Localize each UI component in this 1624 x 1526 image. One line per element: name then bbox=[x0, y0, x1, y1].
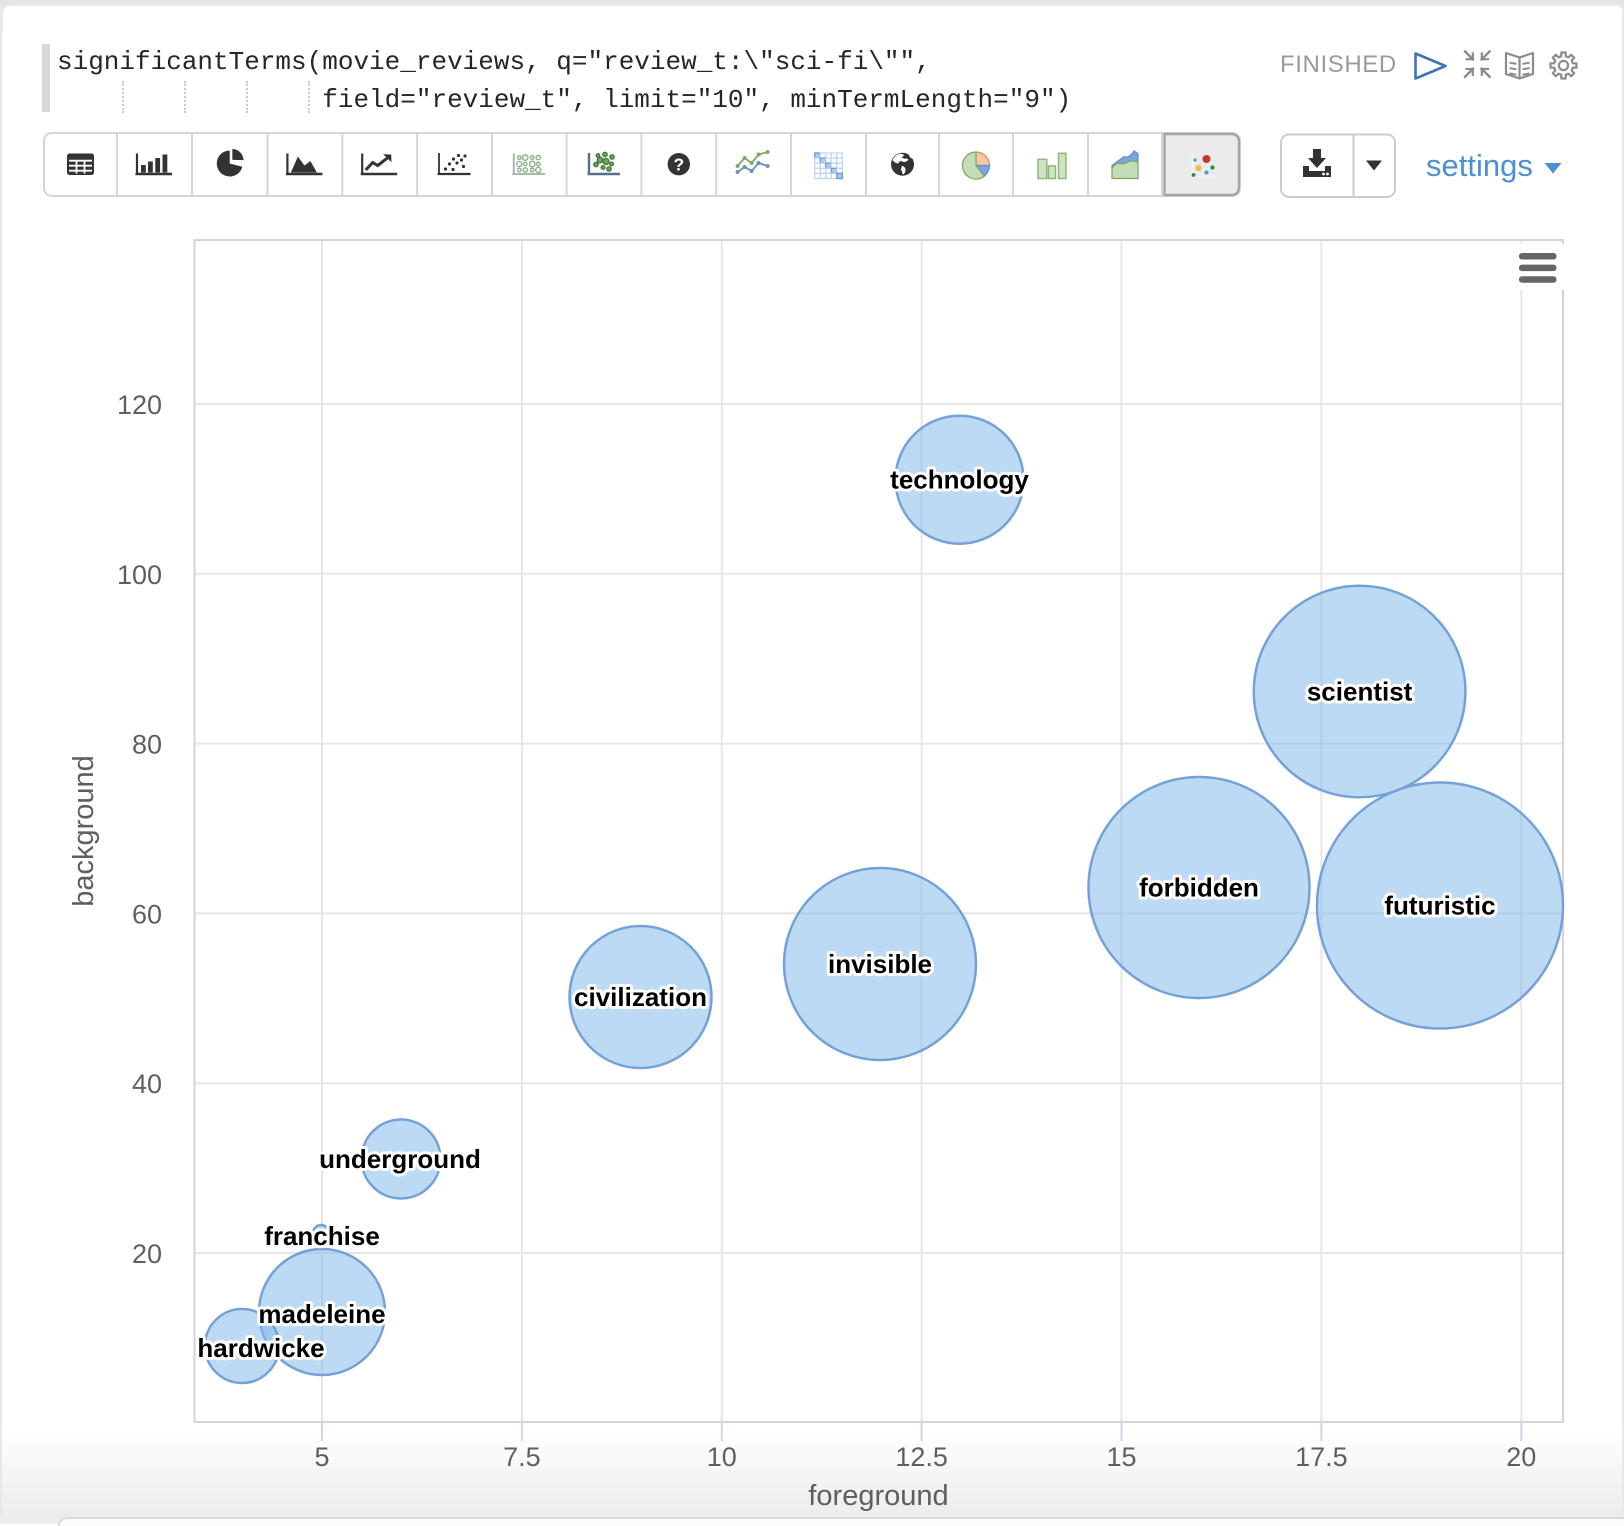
svg-text:background: background bbox=[68, 755, 100, 907]
svg-text:17.5: 17.5 bbox=[1295, 1442, 1348, 1472]
svg-text:?: ? bbox=[673, 155, 684, 175]
svg-text:scientist: scientist bbox=[1307, 677, 1413, 707]
svg-text:7.5: 7.5 bbox=[503, 1442, 541, 1472]
svg-text:invisible: invisible bbox=[828, 949, 932, 979]
svg-text:5: 5 bbox=[314, 1442, 329, 1472]
svg-text:60: 60 bbox=[132, 899, 162, 929]
svg-text:10: 10 bbox=[707, 1442, 737, 1472]
svg-text:100: 100 bbox=[117, 560, 162, 590]
svg-text:15: 15 bbox=[1106, 1442, 1136, 1472]
svg-text:forbidden: forbidden bbox=[1139, 873, 1259, 903]
svg-text:120: 120 bbox=[117, 390, 162, 420]
svg-text:franchise: franchise bbox=[264, 1221, 380, 1251]
svg-text:futuristic: futuristic bbox=[1384, 891, 1495, 921]
svg-text:technology: technology bbox=[890, 465, 1029, 495]
svg-text:hardwicke: hardwicke bbox=[197, 1333, 324, 1363]
svg-text:80: 80 bbox=[132, 730, 162, 760]
svg-text:40: 40 bbox=[132, 1069, 162, 1099]
svg-text:underground: underground bbox=[319, 1144, 481, 1174]
svg-text:20: 20 bbox=[1506, 1442, 1536, 1472]
svg-text:madeleine: madeleine bbox=[258, 1299, 385, 1329]
svg-text:foreground: foreground bbox=[808, 1480, 948, 1512]
svg-text:20: 20 bbox=[132, 1239, 162, 1269]
svg-text:settings: settings bbox=[1426, 148, 1533, 183]
svg-text:12.5: 12.5 bbox=[895, 1442, 948, 1472]
svg-text:civilization: civilization bbox=[574, 982, 707, 1012]
